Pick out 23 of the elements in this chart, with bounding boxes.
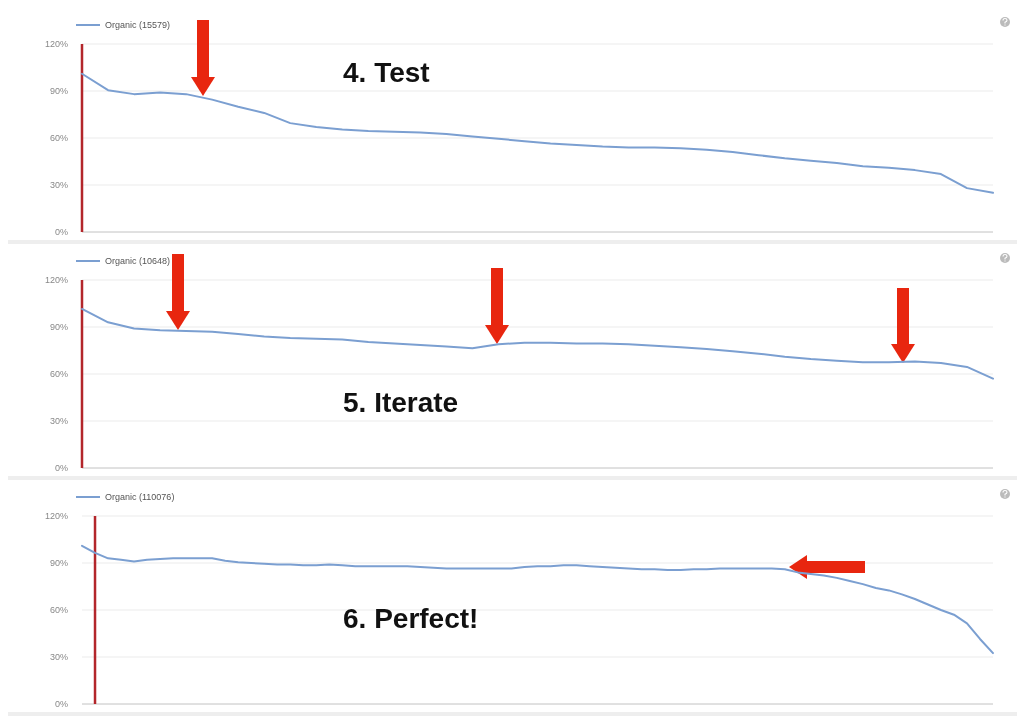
y-tick-label: 120%: [44, 511, 68, 522]
y-tick-label: 60%: [49, 605, 68, 616]
line-series: [81, 307, 994, 380]
y-tick-label: 60%: [49, 133, 68, 144]
y-tick-label: 30%: [49, 416, 68, 427]
y-tick-label: 0%: [54, 463, 68, 474]
y-tick-label: 90%: [49, 558, 68, 569]
y-tick-label: 0%: [54, 227, 68, 238]
y-tick-label: 90%: [49, 86, 68, 97]
y-tick-label: 90%: [49, 322, 68, 333]
annotation: 4. Test: [343, 57, 430, 88]
y-tick-label: 120%: [44, 275, 68, 286]
y-tick-label: 60%: [49, 369, 68, 380]
y-tick-label: 30%: [49, 180, 68, 191]
legend-label: Organic (15579): [105, 20, 171, 31]
annotation: 6. Perfect!: [343, 603, 479, 634]
legend-label: Organic (10648): [105, 256, 171, 267]
line-series: [81, 544, 994, 655]
y-tick-label: 0%: [54, 699, 68, 710]
y-tick-label: 30%: [49, 652, 68, 663]
legend-label: Organic (110076): [105, 492, 175, 503]
y-tick-label: 120%: [44, 39, 68, 50]
annotation: 5. Iterate: [343, 387, 459, 418]
